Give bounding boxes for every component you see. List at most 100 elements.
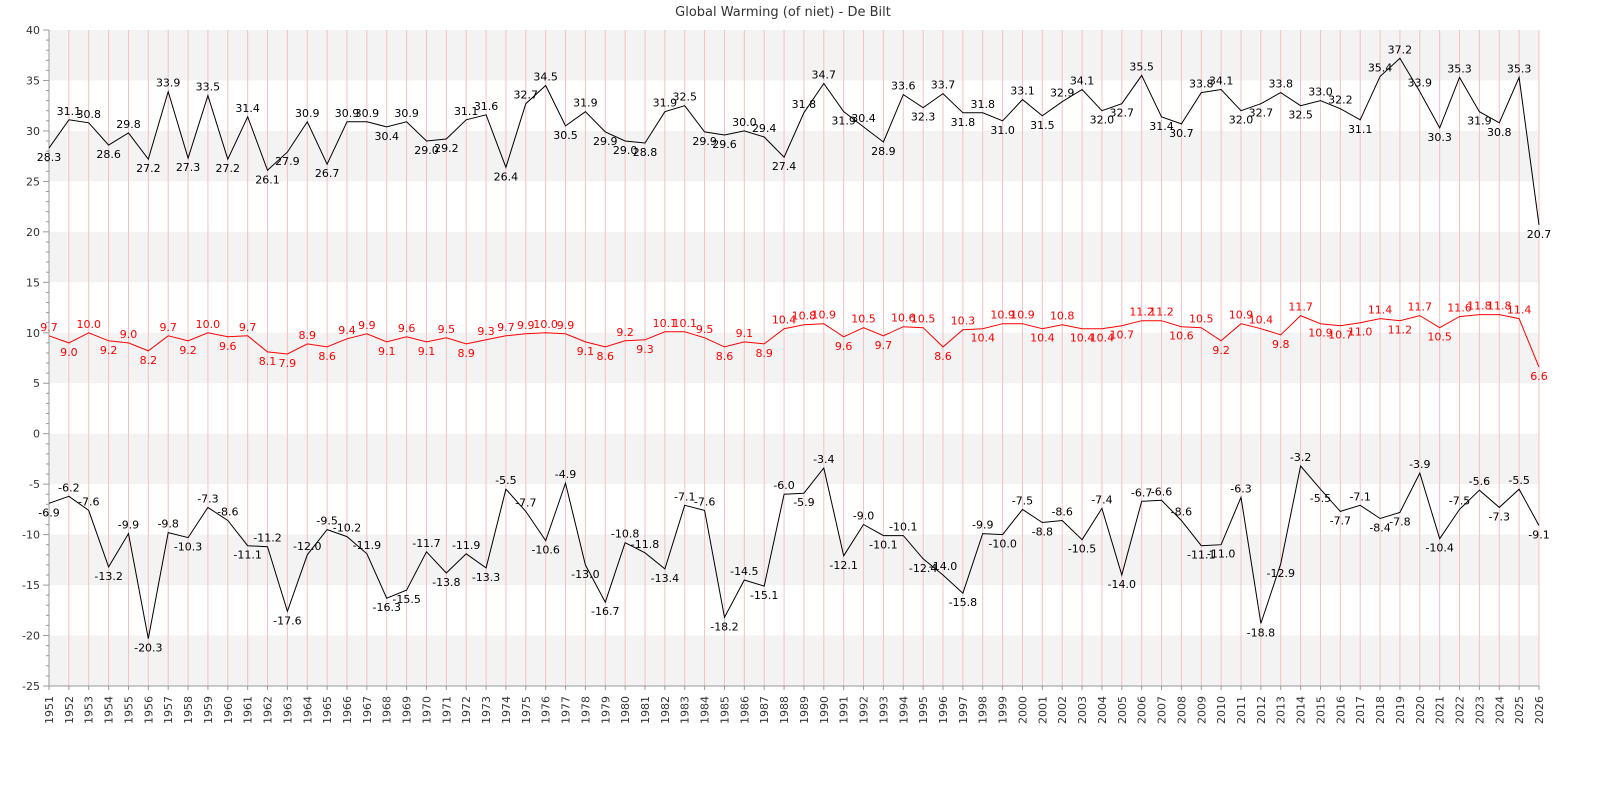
x-tick-label: 1990: [818, 696, 831, 724]
x-tick-label: 1969: [401, 696, 414, 724]
data-label-min: -11.8: [631, 538, 659, 551]
data-label-min: -9.1: [1528, 529, 1549, 542]
data-label-min: -10.4: [1425, 542, 1453, 555]
data-label-mean: 9.6: [835, 340, 853, 353]
data-label-max: 27.9: [275, 155, 300, 168]
x-tick-label: 1963: [281, 696, 294, 724]
data-label-max: 30.9: [335, 107, 360, 120]
data-label-max: 34.7: [812, 68, 837, 81]
data-label-mean: 11.6: [1447, 302, 1472, 315]
y-tick-label: 30: [26, 125, 40, 138]
data-label-min: -7.3: [1489, 510, 1510, 523]
x-tick-label: 2026: [1533, 696, 1546, 724]
data-label-min: -13.8: [432, 576, 460, 589]
data-label-max: 30.3: [1427, 131, 1452, 144]
data-label-mean: 9.6: [219, 340, 237, 353]
data-label-min: -10.8: [611, 528, 639, 541]
x-tick-label: 1986: [738, 696, 751, 724]
data-label-max: 31.4: [235, 102, 260, 115]
x-tick-label: 2001: [1036, 696, 1049, 724]
x-tick-label: 1997: [957, 696, 970, 724]
data-label-max: 32.5: [1288, 109, 1313, 122]
x-tick-label: 2004: [1096, 696, 1109, 724]
x-tick-label: 1974: [500, 696, 513, 724]
data-label-min: -11.1: [1187, 549, 1215, 562]
x-tick-label: 1964: [301, 696, 314, 724]
data-label-max: 32.7: [514, 89, 539, 102]
data-label-min: -10.2: [333, 522, 361, 535]
x-tick-label: 1971: [440, 696, 453, 724]
y-axis-ticks: -25 -20 -15 -10 -5 0 5 10 15 20 25 30 35 40: [22, 24, 49, 693]
grid-band: [49, 231, 1539, 283]
data-label-mean: 10.4: [1249, 314, 1274, 327]
data-label-min: -14.0: [1108, 578, 1136, 591]
data-label-max: 33.5: [196, 81, 221, 94]
data-label-mean: 10.4: [1090, 332, 1115, 345]
data-label-min: -7.1: [674, 490, 695, 503]
x-tick-label: 2025: [1513, 696, 1526, 724]
series-line-min: [48, 464, 1540, 639]
data-label-max: 33.7: [931, 79, 956, 92]
data-label-max: 35.3: [1447, 62, 1472, 75]
x-tick-label: 1982: [659, 696, 672, 724]
data-label-max: 32.9: [1050, 87, 1075, 100]
y-tick-label: 0: [33, 428, 40, 441]
data-label-min: -8.6: [1051, 505, 1072, 518]
x-tick-label: 1959: [202, 696, 215, 724]
data-label-min: -17.6: [273, 614, 301, 627]
x-tick-label: 2002: [1056, 696, 1069, 724]
x-tick-label: 2015: [1314, 696, 1327, 724]
data-labels: 28.331.130.828.629.827.233.927.333.527.2…: [37, 43, 1552, 654]
x-tick-label: 2010: [1215, 696, 1228, 724]
data-label-mean: 9.9: [557, 319, 575, 332]
x-tick-label: 1985: [718, 696, 731, 724]
data-label-min: -11.0: [1207, 548, 1235, 561]
data-label-mean: 11.2: [1149, 306, 1174, 319]
x-tick-label: 2012: [1255, 696, 1268, 724]
x-tick-label: 2018: [1374, 696, 1387, 724]
data-label-min: -15.8: [949, 596, 977, 609]
data-label-max: 32.3: [911, 111, 936, 124]
x-tick-label: 1992: [858, 696, 871, 724]
data-label-mean: 9.2: [1212, 344, 1230, 357]
x-tick-label: 1979: [599, 696, 612, 724]
data-label-min: -20.3: [134, 642, 162, 655]
x-tick-label: 1954: [103, 696, 116, 724]
grid-band: [49, 433, 1539, 485]
data-label-mean: 9.2: [179, 344, 197, 357]
data-label-max: 33.9: [1408, 77, 1433, 90]
data-label-min: -6.6: [1151, 485, 1172, 498]
chart-title: Global Warming (of niet) - De Bilt: [675, 5, 891, 20]
data-label-max: 31.9: [831, 115, 856, 128]
data-label-min: -9.9: [118, 519, 139, 532]
data-label-mean: 10.3: [951, 315, 976, 328]
data-label-max: 34.1: [1070, 75, 1095, 88]
y-tick-label: -5: [29, 478, 40, 491]
data-label-mean: 10.5: [911, 313, 936, 326]
y-tick-label: 35: [26, 74, 40, 87]
series-line-max: [48, 57, 1540, 225]
data-label-min: -11.9: [353, 539, 381, 552]
data-label-max: 33.9: [156, 77, 181, 90]
data-label-mean: 9.5: [696, 323, 714, 336]
data-label-max: 30.0: [732, 116, 757, 129]
data-label-min: -5.6: [1469, 475, 1490, 488]
x-tick-label: 1976: [540, 696, 553, 724]
data-label-mean: 11.4: [1507, 304, 1532, 317]
data-label-mean: 9.0: [60, 346, 78, 359]
data-label-mean: 8.2: [140, 354, 158, 367]
data-label-max: 31.8: [792, 98, 817, 111]
x-tick-label: 1955: [122, 696, 135, 724]
x-tick-label: 1987: [758, 696, 771, 724]
data-label-max: 30.8: [76, 108, 101, 121]
data-label-min: -6.2: [58, 481, 79, 494]
data-label-max: 30.7: [1169, 127, 1194, 140]
data-label-mean: 9.5: [438, 323, 456, 336]
x-tick-label: 1980: [619, 696, 632, 724]
x-tick-label: 2014: [1295, 696, 1308, 724]
data-label-mean: 11.8: [1487, 300, 1512, 313]
data-label-mean: 11.8: [1467, 300, 1492, 313]
data-label-mean: 10.6: [1169, 330, 1194, 343]
data-label-max: 29.0: [414, 144, 439, 157]
